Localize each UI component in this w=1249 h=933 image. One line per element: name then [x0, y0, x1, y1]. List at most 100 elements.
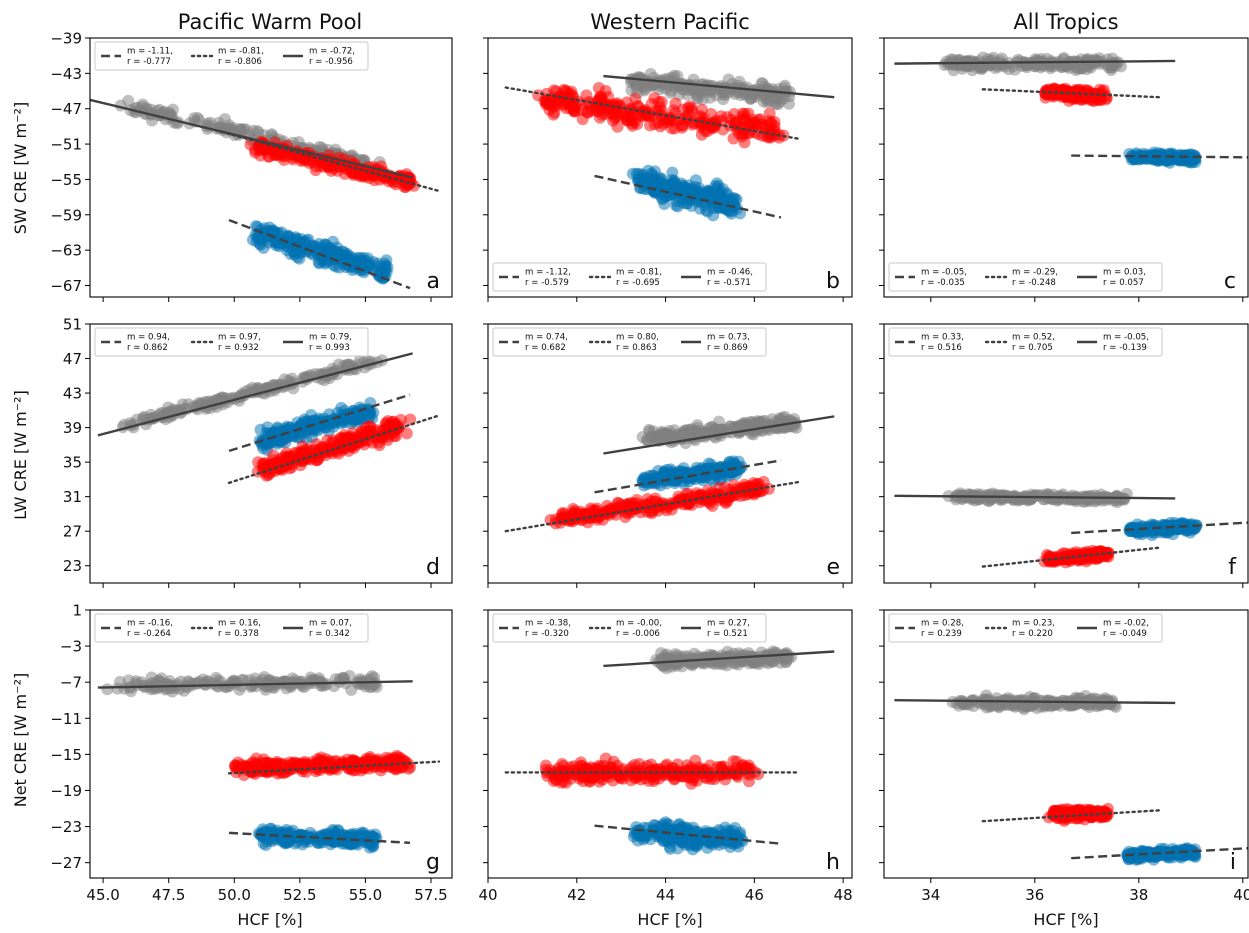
- data-point-gray: [630, 81, 643, 94]
- data-point-blue: [677, 196, 690, 209]
- data-point-red: [1076, 90, 1089, 103]
- data-point-red: [643, 110, 656, 123]
- data-point-gray: [122, 674, 135, 687]
- legend-entry-dotted: m = -0.81, r = -0.806: [218, 47, 264, 68]
- fit-line-dotted: [227, 760, 441, 775]
- plot-area: [97, 670, 441, 854]
- data-point-blue: [677, 466, 690, 479]
- data-point-red: [567, 103, 580, 116]
- legend-entry-line: m = -0.05,: [1103, 333, 1149, 343]
- data-point-gray: [1061, 492, 1074, 505]
- data-point-red: [397, 755, 410, 768]
- y-tick-label: −59: [50, 206, 82, 224]
- y-tick-label: −63: [50, 242, 82, 260]
- data-point-red: [299, 757, 312, 770]
- y-tick-label: −11: [50, 710, 82, 728]
- legend-entry-dotted: m = 0.52, r = 0.705: [1012, 333, 1055, 354]
- data-point-blue: [667, 470, 680, 483]
- legend-entry-line: m = 0.73,: [707, 333, 750, 343]
- y-tick-label: −3: [60, 638, 82, 656]
- data-point-blue: [257, 241, 270, 254]
- legend-entry-line: m = -0.05,: [921, 268, 967, 278]
- legend-entry-dashed: m = 0.33, r = 0.516: [921, 333, 964, 354]
- y-tick-label: 23: [63, 557, 82, 575]
- data-point-blue: [1189, 152, 1202, 165]
- legend-entry-solid: m = 0.07, r = 0.342: [309, 619, 352, 640]
- data-point-red: [538, 94, 551, 107]
- fit-line-dashed: [228, 218, 411, 290]
- y-tick-label: −55: [50, 171, 82, 189]
- data-point-gray: [686, 80, 699, 93]
- fit-line-dotted: [504, 480, 800, 533]
- legend-entry-line: r = 0.862: [127, 343, 168, 353]
- y-tick-label: −43: [50, 65, 82, 83]
- x-tick-label: 55.0: [349, 886, 382, 904]
- data-point-red: [281, 450, 294, 463]
- data-point-gray: [669, 648, 682, 661]
- data-point-gray: [778, 79, 791, 92]
- data-point-blue: [362, 836, 375, 849]
- data-point-red: [607, 114, 620, 127]
- legend-entry-line: m = 0.16,: [218, 619, 261, 629]
- plot-area: [504, 645, 835, 856]
- legend-box: [94, 41, 369, 71]
- data-point-gray: [247, 124, 260, 137]
- legend-entry-line: r = 0.705: [1012, 343, 1053, 353]
- fit-line-dashed: [1071, 154, 1248, 159]
- data-point-gray: [1033, 57, 1046, 70]
- data-point-red: [667, 104, 680, 117]
- legend-entry-line: r = -0.695: [616, 278, 660, 288]
- legend-entry-line: m = 0.79,: [309, 333, 352, 343]
- data-point-red: [1054, 88, 1067, 101]
- fit-line-dashed: [594, 174, 782, 219]
- data-point-gray: [111, 682, 124, 695]
- legend-entry-dotted: m = 0.97, r = 0.932: [218, 333, 261, 354]
- data-point-blue: [260, 828, 273, 841]
- data-point-blue: [343, 834, 356, 847]
- data-point-red: [742, 107, 755, 120]
- panel-letter: c: [1224, 269, 1236, 294]
- data-point-gray: [209, 677, 222, 690]
- legend-entry-line: m = -0.72,: [309, 47, 355, 57]
- legend-entry-line: m = 0.52,: [1012, 333, 1055, 343]
- data-point-red: [261, 458, 274, 471]
- y-tick-label: 39: [63, 419, 82, 437]
- axes-frame: [487, 323, 853, 584]
- y-tick-label: 51: [63, 316, 82, 334]
- legend-entry-line: r = -0.139: [1103, 343, 1147, 353]
- series-blue: [626, 164, 747, 222]
- x-tick-label: 45.0: [86, 886, 119, 904]
- row-y-labels: SW CRE [W m⁻²] LW CRE [W m⁻²] Net CRE [W…: [11, 102, 30, 807]
- legend-entry-line: r = 0.342: [309, 629, 350, 639]
- legend-box: [492, 327, 767, 357]
- data-point-red: [364, 425, 377, 438]
- fit-line-solid: [90, 98, 413, 179]
- y-tick-label: 27: [63, 523, 82, 541]
- legend-entry-line: m = 0.80,: [616, 333, 659, 343]
- data-point-blue: [275, 436, 288, 449]
- legend-entry-line: m = 0.03,: [1103, 268, 1146, 278]
- data-point-blue: [668, 174, 681, 187]
- data-point-blue: [635, 173, 648, 186]
- panel-a: −39−43−47−51−55−59−63−67 am = -1.11, r = -…: [50, 30, 453, 302]
- fit-line-solid: [603, 415, 835, 455]
- legend-box: [888, 327, 1163, 357]
- data-point-blue: [331, 246, 344, 259]
- panel-letter: g: [426, 850, 440, 875]
- data-point-red: [725, 113, 738, 126]
- xlabel-col2: HCF [%]: [637, 910, 702, 929]
- data-point-gray: [743, 416, 756, 429]
- data-point-red: [562, 90, 575, 103]
- legend-entry-dashed: m = -1.12, r = -0.579: [525, 268, 571, 289]
- axes-frame: [883, 323, 1249, 584]
- fit-line-dotted: [981, 88, 1161, 99]
- legend-entry-line: m = 0.07,: [309, 619, 352, 629]
- data-point-blue: [347, 404, 360, 417]
- data-point-blue: [703, 468, 716, 481]
- axes-frame: [89, 609, 453, 879]
- legend-entry-line: m = -1.12,: [525, 268, 571, 278]
- legend-entry-line: m = 0.94,: [127, 333, 170, 343]
